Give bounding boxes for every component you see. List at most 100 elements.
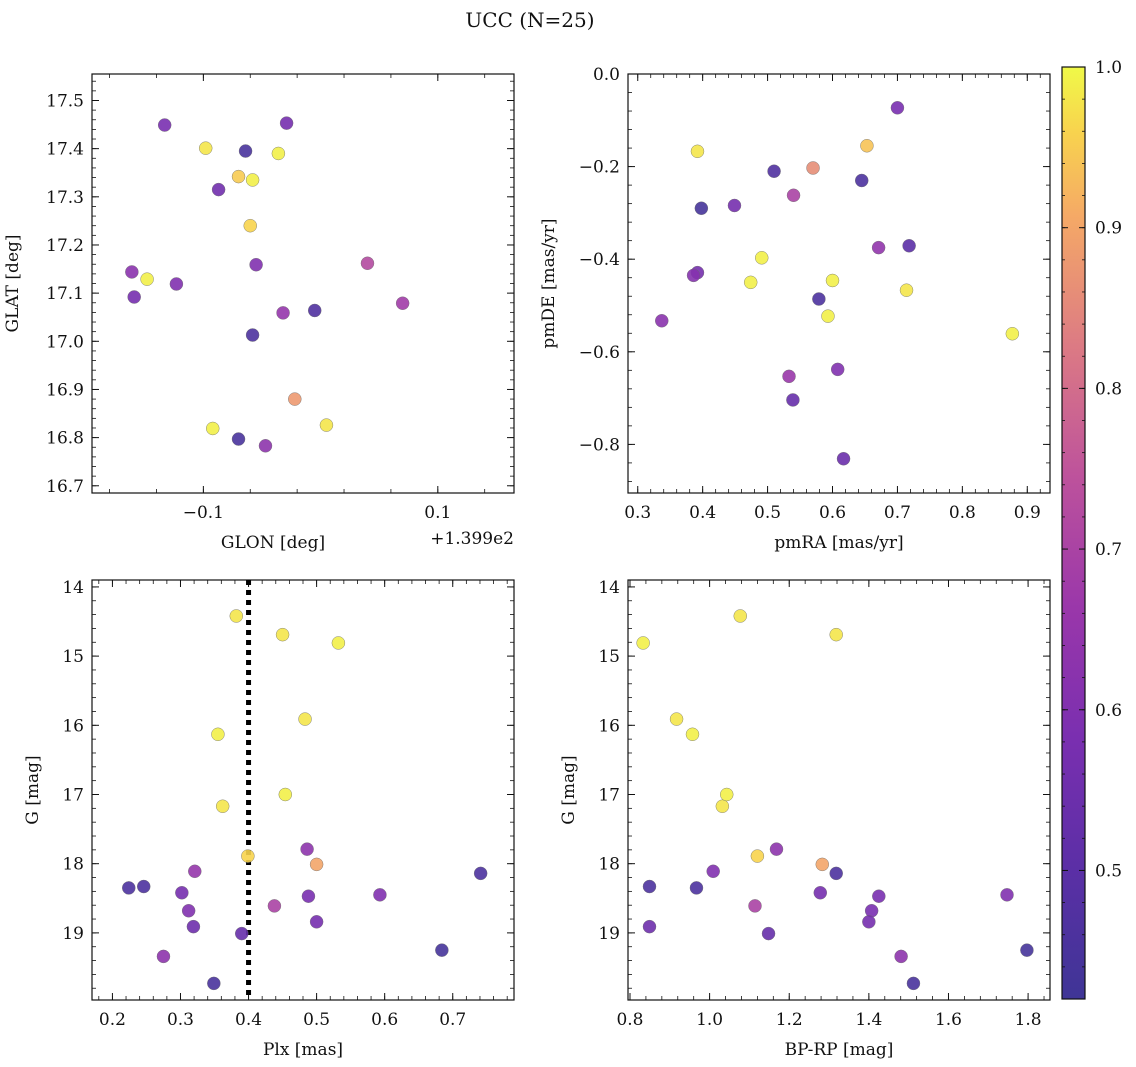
y-tick-label: 18 — [598, 855, 620, 875]
x-tick-label: 0.6 — [371, 1010, 398, 1030]
data-point — [786, 393, 800, 407]
data-point — [825, 273, 840, 288]
data-point — [831, 362, 845, 377]
data-point — [686, 268, 701, 283]
data-point — [860, 139, 874, 153]
x-axis-label: Plx [mas] — [263, 1040, 343, 1060]
data-point — [694, 201, 709, 215]
data-point — [706, 864, 720, 879]
data-point — [813, 886, 827, 900]
data-point — [331, 636, 346, 650]
x-tick-label: 0.7 — [439, 1010, 466, 1030]
data-point — [188, 864, 202, 879]
data-point — [125, 265, 139, 279]
data-point — [276, 306, 290, 320]
data-point — [186, 919, 201, 934]
x-tick-label: 1.0 — [696, 1010, 723, 1030]
data-point — [890, 101, 905, 115]
data-point — [655, 314, 669, 328]
data-point — [902, 239, 916, 253]
y-tick-label: 17 — [62, 785, 84, 805]
data-point — [300, 842, 314, 856]
y-tick-label: 0.0 — [593, 65, 620, 85]
y-tick-label: 17.2 — [46, 236, 84, 256]
y-tick-label: −0.4 — [579, 250, 620, 270]
x-tick-label: 0.6 — [819, 503, 846, 523]
y-tick-label: 15 — [62, 647, 84, 667]
data-point — [238, 144, 253, 158]
data-point — [744, 275, 758, 290]
y-tick-label: 18 — [62, 855, 84, 875]
data-point — [211, 727, 225, 741]
data-point — [235, 926, 249, 941]
data-point — [275, 627, 290, 642]
data-point — [690, 144, 705, 159]
y-tick-label: 16 — [62, 716, 84, 736]
x-tick-label: 0.8 — [949, 503, 976, 523]
colorbar-tick-label: 0.8 — [1095, 379, 1122, 399]
data-point — [642, 879, 657, 894]
data-point — [309, 915, 324, 929]
data-point — [872, 889, 886, 903]
plot-frame — [91, 579, 515, 1001]
data-point — [169, 277, 184, 291]
data-point — [829, 866, 843, 881]
x-tick-label: 0.5 — [754, 503, 781, 523]
y-tick-label: 16.8 — [46, 429, 84, 449]
data-point — [288, 392, 302, 406]
y-tick-label: 17.4 — [46, 140, 84, 160]
data-point — [301, 889, 316, 903]
colorbar-tick-label: 0.5 — [1095, 861, 1122, 881]
x-tick-label: 0.3 — [624, 503, 651, 523]
data-point — [175, 886, 189, 900]
colorbar-tick-label: 0.9 — [1095, 219, 1122, 239]
data-point — [207, 976, 221, 991]
y-tick-label: 15 — [598, 647, 620, 667]
y-tick-label: 14 — [62, 578, 84, 598]
data-point — [806, 161, 820, 175]
data-point — [278, 787, 293, 802]
data-point — [786, 188, 801, 203]
data-point — [229, 609, 243, 623]
x-tick-label: 0.5 — [303, 1010, 330, 1030]
figure-title: UCC (N=25) — [465, 8, 594, 32]
x-axis-label: BP-RP [mag] — [785, 1040, 894, 1060]
panel-bprp-g: 0.8 1.0 1.2 1.4 1.6 1.8 14 15 16 17 18 19 BP-RP [mag… — [559, 578, 1051, 1060]
plot-frame — [91, 73, 515, 494]
data-point — [855, 173, 869, 188]
data-point — [140, 272, 154, 286]
y-axis-label: G [mag] — [559, 755, 579, 824]
data-point — [243, 219, 257, 233]
data-point — [871, 240, 886, 255]
y-tick-label: 16.9 — [46, 380, 84, 400]
data-point — [231, 169, 246, 184]
data-point — [319, 418, 334, 432]
y-tick-label: −0.8 — [579, 435, 620, 455]
data-point — [271, 146, 286, 161]
data-point — [199, 141, 213, 155]
x-axis-label: GLON [deg] — [221, 533, 325, 553]
colorbar-tick-label: 1.0 — [1095, 58, 1122, 78]
x-tick-label: 1.2 — [776, 1010, 803, 1030]
data-point — [245, 328, 260, 342]
data-point — [720, 787, 734, 802]
data-point — [309, 857, 324, 872]
data-point — [733, 609, 747, 623]
x-tick-label: 0.2 — [99, 1010, 126, 1030]
y-tick-label: 16.7 — [46, 477, 84, 497]
data-point — [685, 727, 700, 741]
x-tick-label: 0.3 — [167, 1010, 194, 1030]
data-point — [308, 303, 322, 318]
colorbar-tick-label: 0.7 — [1095, 540, 1122, 560]
data-point — [215, 799, 230, 813]
y-tick-label: −0.2 — [579, 158, 620, 178]
data-point — [761, 926, 776, 941]
data-point — [258, 439, 273, 453]
x-tick-label: 1.8 — [1015, 1010, 1042, 1030]
data-point — [829, 627, 843, 642]
y-tick-label: 17.3 — [46, 188, 84, 208]
x-tick-label: 0.4 — [235, 1010, 262, 1030]
data-point — [435, 943, 449, 957]
data-point — [642, 919, 657, 934]
data-point — [715, 799, 730, 813]
